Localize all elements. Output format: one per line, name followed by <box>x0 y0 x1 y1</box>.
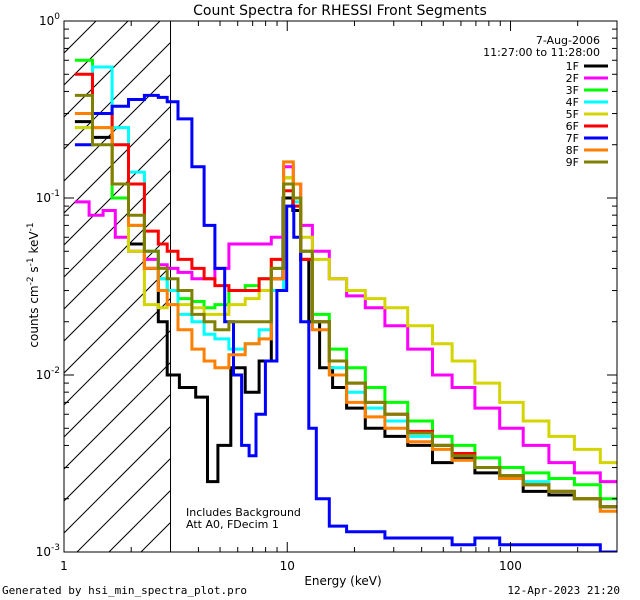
y-tick-label: 100 <box>39 12 60 28</box>
hatch-line <box>64 41 171 150</box>
hatch-line <box>64 361 171 470</box>
y-label-exp-2: -1 <box>26 257 36 266</box>
y-tick-base: 10 <box>39 14 54 28</box>
series-line-9F <box>74 93 617 509</box>
y-label-exp-1: -2 <box>26 276 36 285</box>
annotation-background: Includes Background <box>186 506 301 519</box>
y-label-end: keV <box>27 231 41 258</box>
legend-label-1F: 1F <box>566 60 579 73</box>
hatch-line <box>76 457 171 552</box>
generated-by-label: Generated by hsi_min_spectra_plot.pro <box>2 584 248 597</box>
plot-frame <box>63 20 618 553</box>
series-line-7F <box>74 93 617 552</box>
annotation-attenuator: Att A0, FDecim 1 <box>186 518 279 531</box>
hatch-line <box>64 393 171 502</box>
y-tick-label: 10-3 <box>36 543 60 559</box>
y-label-base: counts cm <box>27 285 41 347</box>
hatch-line <box>64 105 171 214</box>
legend-label-3F: 3F <box>566 84 579 97</box>
time-range-label: 11:27:00 to 11:28:00 <box>483 46 600 59</box>
hatch-line <box>64 201 171 310</box>
y-tick-exponent: -1 <box>51 189 60 199</box>
series-line-1F <box>74 120 617 509</box>
y-tick-exponent: -3 <box>51 543 60 553</box>
x-axis-label: Energy (keV) <box>304 574 381 588</box>
y-tick-label: 10-2 <box>36 366 60 382</box>
hatch-line <box>108 489 171 552</box>
legend-label-9F: 9F <box>566 156 579 169</box>
x-tick-label: 100 <box>499 559 522 573</box>
y-tick-base: 10 <box>36 191 51 205</box>
legend-label-7F: 7F <box>566 132 579 145</box>
hatch-line <box>64 425 171 534</box>
hatch-line <box>64 21 97 54</box>
x-axis: 1 10 100 <box>60 21 618 573</box>
series-group <box>74 58 617 552</box>
background-shaded-region <box>64 21 171 552</box>
series-line-2F <box>74 165 617 484</box>
legend-label-5F: 5F <box>566 108 579 121</box>
y-tick-label: 10-1 <box>36 189 60 205</box>
legend-label-8F: 8F <box>566 144 579 157</box>
hatch-line <box>64 329 171 438</box>
legend-label-4F: 4F <box>566 96 579 109</box>
legend-label-6F: 6F <box>566 120 579 133</box>
y-label-exp-3: -1 <box>26 222 36 231</box>
hatch-line <box>64 265 171 374</box>
y-tick-base: 10 <box>36 368 51 382</box>
y-axis-label: counts cm-2 s-1 keV-1 <box>26 222 41 347</box>
hatch-line <box>64 73 171 182</box>
chart-title: Count Spectra for RHESSI Front Segments <box>193 3 487 19</box>
y-tick-exponent: -2 <box>51 366 60 376</box>
timestamp-label: 12-Apr-2023 21:20 <box>507 584 620 597</box>
y-tick-base: 10 <box>36 545 51 559</box>
hatch-line <box>64 21 161 118</box>
hatch-line <box>64 233 171 342</box>
y-tick-exponent: 0 <box>54 12 60 22</box>
x-tick-label: 1 <box>60 559 68 573</box>
date-label: 7-Aug-2006 <box>536 34 600 47</box>
x-tick-label: 10 <box>280 559 295 573</box>
y-label-mid: s <box>27 266 41 276</box>
legend-label-2F: 2F <box>566 72 579 85</box>
